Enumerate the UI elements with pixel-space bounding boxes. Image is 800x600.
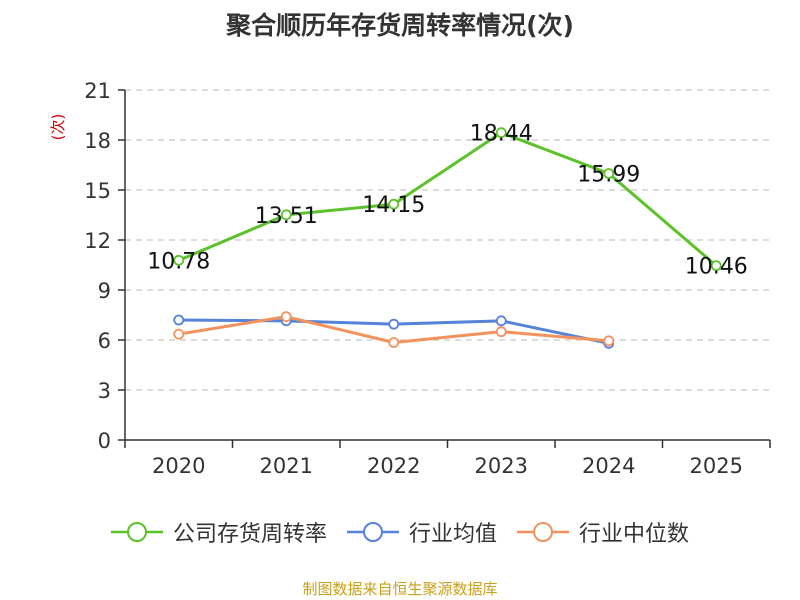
data-label: 18.44 bbox=[470, 122, 533, 147]
data-point bbox=[388, 337, 400, 348]
y-tick-label: 6 bbox=[98, 329, 111, 353]
data-source: 制图数据来自恒生聚源数据库 bbox=[302, 580, 498, 598]
data-point bbox=[388, 318, 400, 330]
legend-item-industry-median[interactable]: 行业中位数 bbox=[517, 516, 689, 548]
x-tick-label: 2021 bbox=[260, 454, 313, 478]
data-point bbox=[495, 326, 507, 338]
legend-label: 行业均值 bbox=[408, 522, 497, 547]
data-point bbox=[495, 315, 507, 327]
data-point bbox=[603, 168, 615, 179]
data-label: 14.15 bbox=[362, 193, 425, 218]
data-point bbox=[173, 254, 185, 266]
x-tick-label: 2025 bbox=[690, 454, 743, 478]
data-label: 10.78 bbox=[147, 249, 210, 274]
x-tick-label: 2023 bbox=[475, 454, 528, 478]
y-tick-label: 0 bbox=[98, 429, 111, 453]
x-tick-label: 2020 bbox=[152, 454, 205, 478]
legend-marker-icon bbox=[110, 522, 163, 542]
legend-label: 行业中位数 bbox=[579, 522, 690, 547]
series-line bbox=[178, 131, 718, 267]
data-point bbox=[710, 260, 722, 272]
y-tick-label: 9 bbox=[98, 279, 111, 303]
legend-item-company[interactable]: 公司存货周转率 bbox=[110, 516, 327, 548]
x-tick-label: 2022 bbox=[367, 454, 420, 478]
y-tick-label: 15 bbox=[84, 179, 111, 203]
data-label: 10.46 bbox=[685, 255, 748, 280]
y-tick-label: 18 bbox=[84, 129, 111, 153]
legend: 公司存货周转率 行业均值 行业中位数 bbox=[0, 516, 800, 548]
y-tick-label: 21 bbox=[84, 79, 111, 103]
data-label: 15.99 bbox=[577, 163, 640, 188]
data-point bbox=[173, 328, 185, 340]
data-point bbox=[280, 209, 292, 221]
data-point bbox=[603, 335, 615, 347]
data-point bbox=[280, 311, 292, 323]
data-point bbox=[388, 198, 400, 210]
legend-label: 公司存货周转率 bbox=[172, 522, 327, 547]
data-label: 13.51 bbox=[255, 204, 318, 229]
x-tick-label: 2024 bbox=[582, 454, 635, 478]
data-point bbox=[173, 314, 185, 326]
legend-marker-icon bbox=[346, 522, 399, 542]
data-point bbox=[495, 127, 507, 139]
legend-marker-icon bbox=[517, 522, 569, 542]
legend-item-industry-mean[interactable]: 行业均值 bbox=[346, 516, 497, 548]
y-tick-label: 3 bbox=[98, 379, 111, 403]
y-tick-label: 12 bbox=[84, 229, 111, 253]
chart-title: 聚合顺历年存货周转率情况(次) bbox=[226, 11, 574, 40]
